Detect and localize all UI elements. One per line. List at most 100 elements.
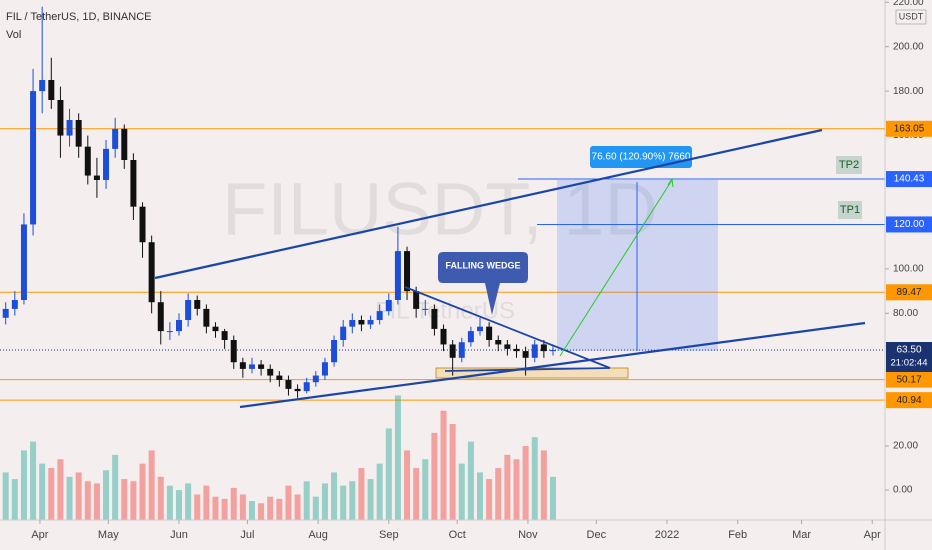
candle-body xyxy=(230,340,237,363)
volume-bar xyxy=(148,450,155,520)
volume-bar xyxy=(549,476,556,520)
volume-bar xyxy=(11,479,18,520)
channel-bottom xyxy=(239,321,866,409)
candle-body xyxy=(294,388,301,392)
candle-body xyxy=(285,380,292,389)
candle-body xyxy=(121,128,128,160)
level-label: 163.05 xyxy=(894,123,925,134)
candle-body xyxy=(477,326,484,332)
x-tick-label: Dec xyxy=(587,529,607,541)
chart-title: FIL / TetherUS, 1D, BINANCE xyxy=(6,11,152,23)
candle-body xyxy=(30,91,37,225)
volume-bar xyxy=(413,468,420,520)
volume-bar xyxy=(176,490,183,520)
volume-bar xyxy=(540,450,547,520)
x-tick-label: 2022 xyxy=(655,529,679,541)
candle-body xyxy=(413,291,420,309)
x-tick-label: Nov xyxy=(518,529,538,541)
x-tick-label: Oct xyxy=(449,529,466,541)
volume-bar xyxy=(130,481,137,520)
volume-bar xyxy=(522,446,529,520)
countdown: 21:02:44 xyxy=(891,358,928,369)
candle-body xyxy=(358,320,365,325)
x-tick-label: Feb xyxy=(728,529,747,541)
candle-body xyxy=(449,344,456,358)
candle-body xyxy=(486,326,493,340)
candle-body xyxy=(112,128,119,149)
y-tick-label: 200.00 xyxy=(893,41,924,52)
x-tick-label: Apr xyxy=(31,529,48,541)
candle-body xyxy=(130,160,137,207)
wedge-bottom xyxy=(444,367,611,372)
candle-body xyxy=(66,120,73,136)
measure-label: 76.60 (120.90%) 7660 xyxy=(592,152,691,163)
volume-bar xyxy=(248,501,255,520)
candle-body xyxy=(440,328,447,345)
candle-body xyxy=(248,364,255,369)
x-tick-label: Sep xyxy=(379,529,399,541)
level-label: 89.47 xyxy=(896,287,921,298)
callout xyxy=(438,252,528,315)
axes: 220.00200.00180.00160.00100.0080.0020.00… xyxy=(31,0,932,541)
volume-bar xyxy=(531,437,538,520)
indicator-label: Vol xyxy=(6,29,21,41)
candle-body xyxy=(303,382,310,392)
volume-bar xyxy=(467,441,474,520)
tp2-label: TP2 xyxy=(839,159,859,171)
volume xyxy=(2,395,556,520)
candle-body xyxy=(404,251,411,292)
candle-body xyxy=(39,80,46,92)
y-tick-label: 220.00 xyxy=(893,0,924,8)
currency: USDT xyxy=(899,11,924,21)
volume-bar xyxy=(39,463,46,520)
volume-bar xyxy=(394,395,401,520)
volume-bar xyxy=(321,483,328,520)
level-label-box xyxy=(886,216,932,233)
candle-body xyxy=(148,242,155,303)
y-tick-label: 100.00 xyxy=(893,264,924,275)
volume-bar xyxy=(376,463,383,520)
volume-bar xyxy=(230,487,237,520)
candle-body xyxy=(504,344,511,349)
volume-bar xyxy=(331,472,338,520)
candle-body xyxy=(422,308,429,310)
level-label: 50.17 xyxy=(896,374,921,385)
volume-tick-label: 0.00 xyxy=(893,485,913,496)
volume-bar xyxy=(276,498,283,520)
callout-text: FALLING WEDGE xyxy=(446,260,521,270)
candle-body xyxy=(185,300,192,320)
level-label-box xyxy=(886,120,932,137)
tp1-box xyxy=(838,201,862,219)
candle-body xyxy=(2,308,9,318)
candle-body xyxy=(221,331,228,340)
level-label: 140.43 xyxy=(894,174,925,185)
x-tick-label: Jul xyxy=(240,529,254,541)
level-label-box xyxy=(886,171,932,188)
candle-body xyxy=(349,320,356,327)
watermark: FILUSDT, 1D xyxy=(222,168,658,251)
candle-body xyxy=(212,326,219,332)
volume-bar xyxy=(367,479,374,520)
level-label: 120.00 xyxy=(894,219,925,230)
volume-bar xyxy=(103,470,110,520)
volume-bar xyxy=(340,485,347,520)
volume-bar xyxy=(449,424,456,520)
candle-body xyxy=(312,375,319,383)
candle-body xyxy=(276,375,283,380)
candle-body xyxy=(48,80,55,100)
volume-bar xyxy=(486,479,493,520)
x-tick-label: Apr xyxy=(864,529,881,541)
y-tick-label: 180.00 xyxy=(893,86,924,97)
candle-body xyxy=(20,224,27,300)
volume-tick-label: 20.00 xyxy=(893,441,918,452)
measure-label-box xyxy=(590,146,692,168)
candle-body xyxy=(431,308,438,329)
volume-bar xyxy=(66,476,73,520)
volume-bar xyxy=(422,459,429,520)
x-tick-label: Mar xyxy=(792,529,811,541)
candle-body xyxy=(93,175,100,180)
currency-box xyxy=(895,9,927,25)
volume-bar xyxy=(20,450,27,520)
volume-bar xyxy=(139,463,146,520)
